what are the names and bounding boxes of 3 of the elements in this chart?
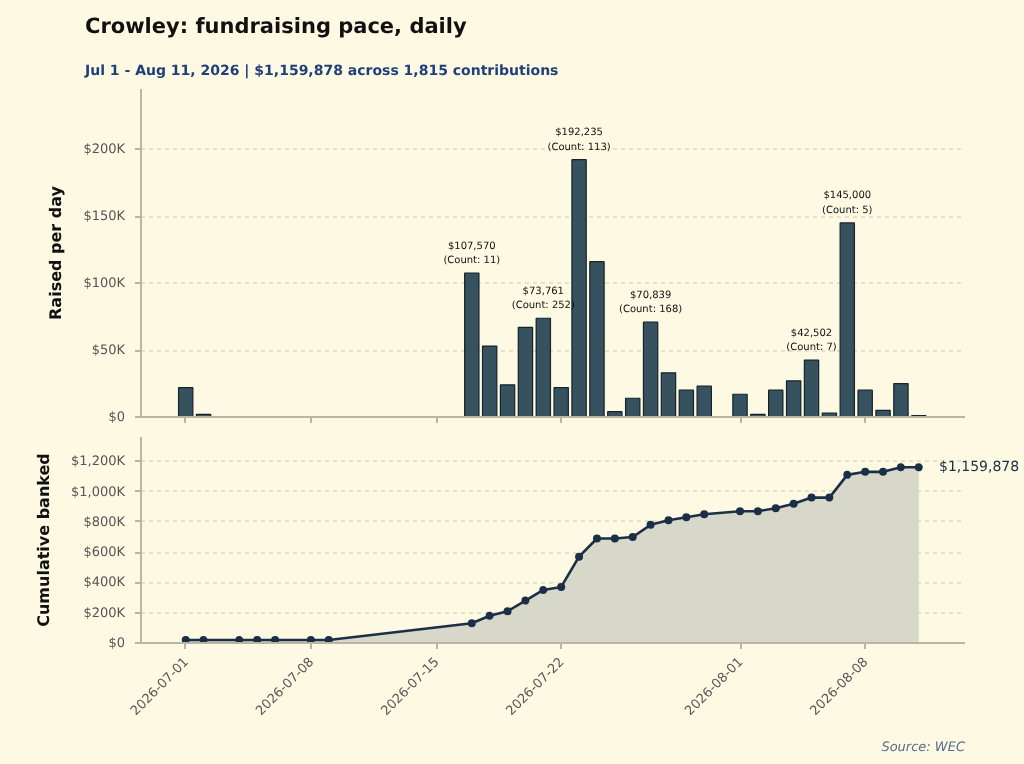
y-axis-title: Raised per day — [47, 184, 66, 320]
chart-title: Crowley: fundraising pace, daily — [85, 15, 467, 39]
y-axis-title: Cumulative banked — [34, 452, 53, 627]
